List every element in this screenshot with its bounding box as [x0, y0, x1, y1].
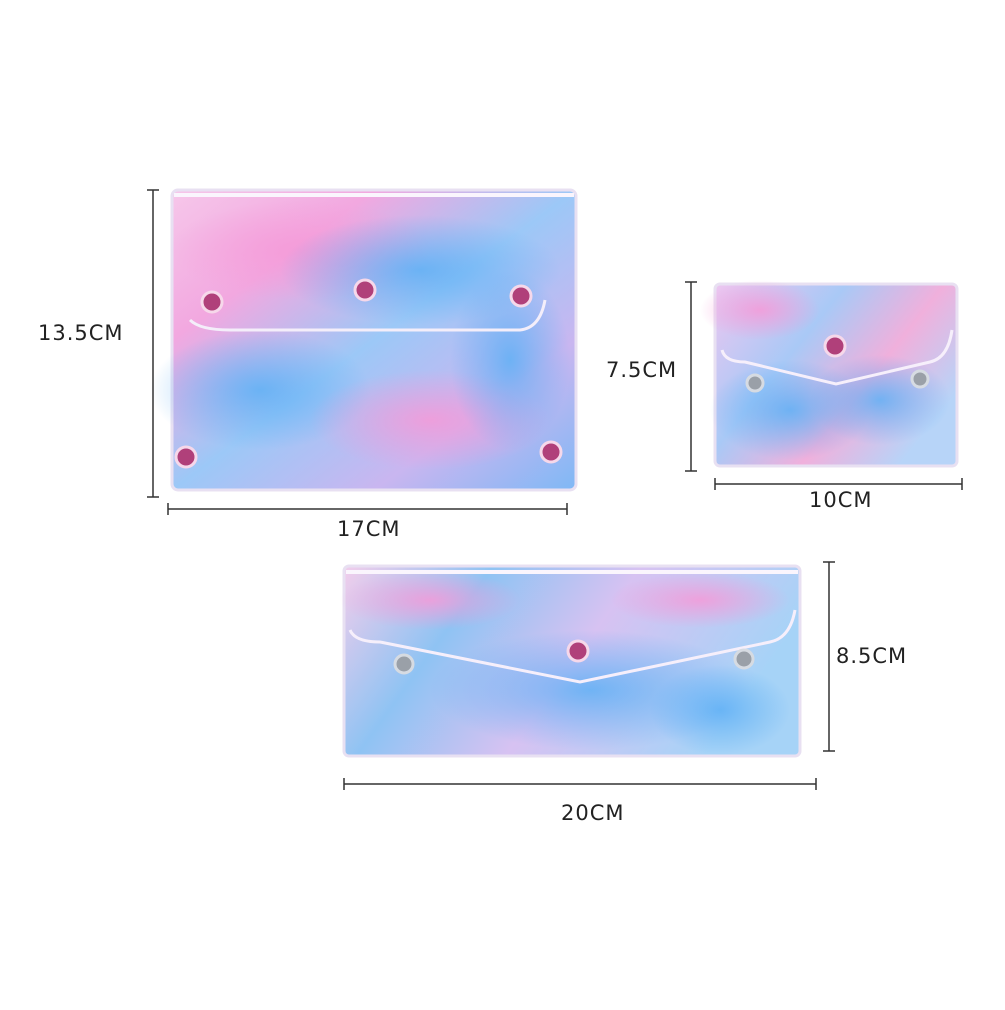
snap-icon — [566, 639, 590, 663]
snap-icon — [393, 653, 415, 675]
snap-icon — [200, 290, 224, 314]
large-pouch-height-label: 13.5CM — [38, 321, 124, 345]
long-pouch — [340, 564, 802, 758]
large-pouch-dimension-lines — [147, 189, 568, 515]
snap-icon — [733, 648, 755, 670]
snap-icon — [910, 369, 930, 389]
small-pouch — [700, 280, 959, 468]
small-pouch-dimension-lines — [685, 281, 963, 490]
long-pouch-width-label: 20CM — [561, 801, 625, 825]
small-pouch-width-label: 10CM — [809, 488, 873, 512]
snap-icon — [174, 445, 198, 469]
small-pouch-height-label: 7.5CM — [606, 358, 678, 382]
long-pouch-dimension-lines — [343, 561, 835, 790]
large-pouch — [150, 188, 578, 492]
snap-icon — [539, 440, 563, 464]
snap-icon — [509, 284, 533, 308]
snap-icon — [745, 373, 765, 393]
long-pouch-height-label: 8.5CM — [836, 644, 908, 668]
snap-icon — [353, 278, 377, 302]
snap-icon — [823, 334, 847, 358]
large-pouch-width-label: 17CM — [337, 517, 401, 541]
